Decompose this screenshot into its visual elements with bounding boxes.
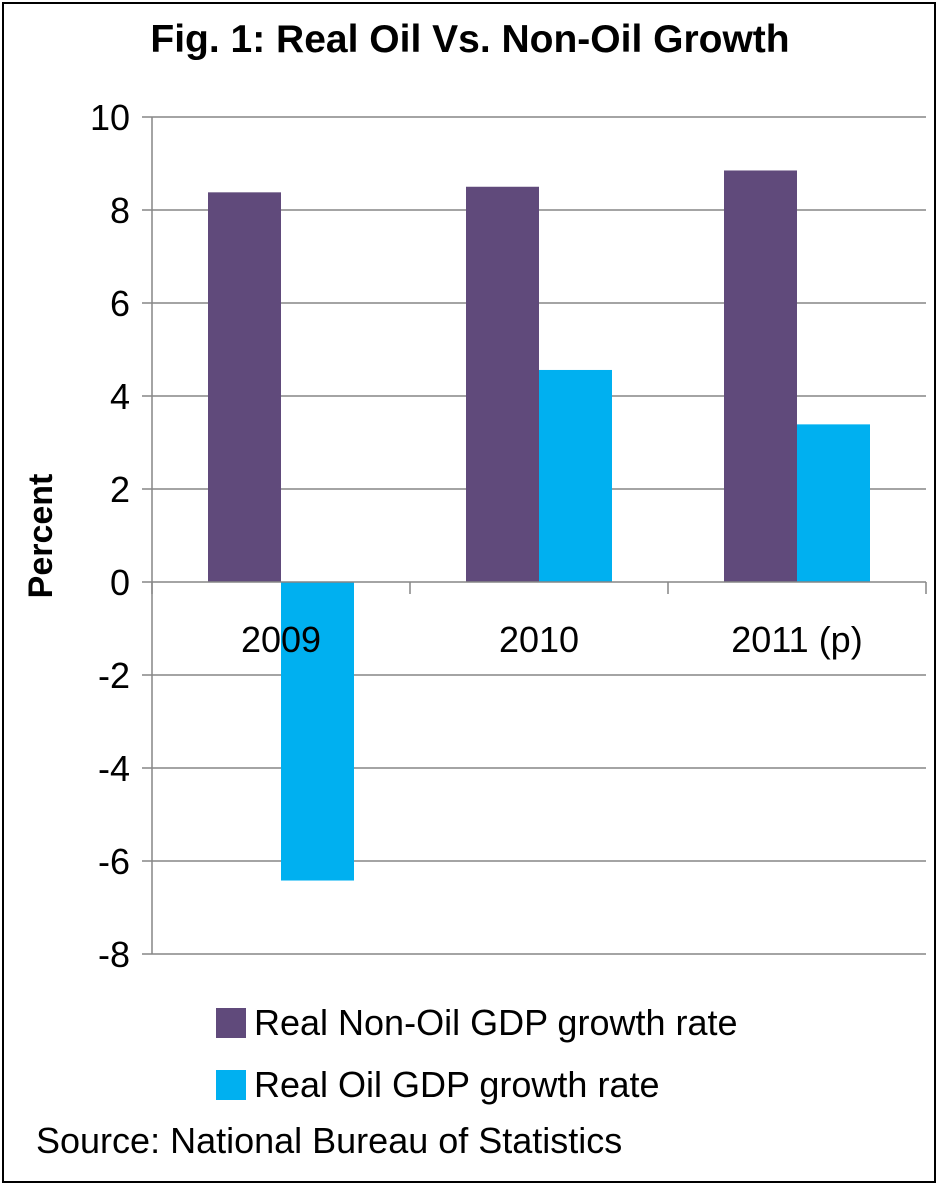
legend-label-oil: Real Oil GDP growth rate	[254, 1064, 660, 1105]
y-axis-label: Percent	[22, 474, 60, 599]
y-tick-label: 0	[110, 562, 130, 603]
chart-title: Fig. 1: Real Oil Vs. Non-Oil Growth	[150, 18, 790, 61]
x-tick-label: 2009	[241, 619, 321, 660]
bar-oil-2011p	[797, 424, 870, 582]
bars	[208, 170, 870, 881]
x-tick-label: 2011 (p)	[731, 619, 862, 660]
legend: Real Non-Oil GDP growth rate Real Oil GD…	[216, 995, 738, 1119]
y-tick-label: -8	[98, 934, 130, 975]
axes	[142, 116, 927, 955]
labels: 10 8 6 4 2 0 -2 -4 -6 -8 2009 2010 2011 (p) Percent	[22, 97, 863, 975]
y-tick-label: 6	[110, 283, 130, 324]
source-note: Source: National Bureau of Statistics	[36, 1120, 623, 1161]
y-tick-label: -4	[98, 748, 130, 789]
bar-non-oil-2010	[466, 186, 539, 582]
y-tick-label: 4	[110, 376, 130, 417]
bar-oil-2010	[539, 369, 612, 582]
y-tick-label: 10	[90, 97, 130, 138]
y-tick-label: -2	[98, 655, 130, 696]
y-tick-label: 8	[110, 190, 130, 231]
bar-non-oil-2011p	[724, 170, 797, 582]
y-tick-label: 2	[110, 469, 130, 510]
legend-swatch-non-oil	[216, 1008, 246, 1038]
legend-item-non-oil: Real Non-Oil GDP growth rate	[216, 995, 738, 1051]
x-tick-label: 2010	[499, 619, 579, 660]
y-tick-label: -6	[98, 841, 130, 882]
legend-swatch-oil	[216, 1070, 246, 1100]
bar-non-oil-2009	[208, 192, 281, 582]
bar-oil-2009	[281, 582, 354, 881]
legend-item-oil: Real Oil GDP growth rate	[216, 1057, 738, 1113]
legend-label-non-oil: Real Non-Oil GDP growth rate	[254, 1002, 738, 1043]
